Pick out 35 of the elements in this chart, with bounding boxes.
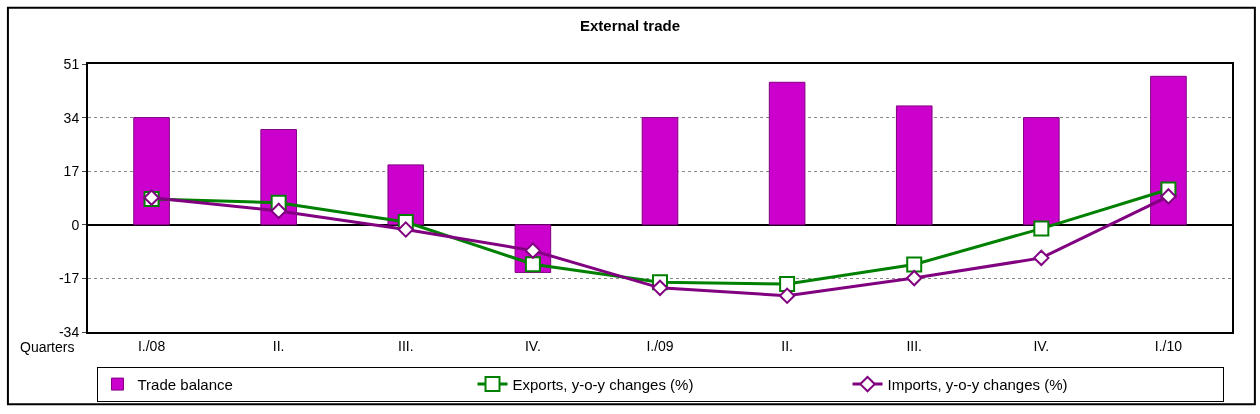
y-tick-label: -34: [58, 323, 80, 340]
chart-title: External trade: [579, 17, 681, 35]
legend-label: Trade balance: [137, 375, 233, 393]
point: [779, 276, 796, 293]
point: [1033, 249, 1050, 267]
x-tick-label: I./09: [646, 337, 674, 354]
x-tick-label: IV.: [1033, 337, 1050, 354]
point: [270, 202, 287, 220]
x-tick-label: IV.: [524, 337, 541, 354]
x-tick-label: II.: [781, 337, 793, 354]
y-tick-label: 0: [71, 216, 80, 233]
x-tick-label: III.: [906, 337, 922, 354]
point: [1160, 188, 1177, 205]
y-tick-label: -17: [58, 270, 80, 287]
x-tick-label: I./10: [1154, 337, 1183, 354]
point: [906, 269, 923, 287]
y-tick-label: 17: [63, 163, 80, 180]
point: [906, 256, 923, 273]
bar: [768, 81, 806, 226]
point: [651, 279, 669, 297]
point: [397, 221, 414, 238]
y-tick-label: 51: [63, 55, 80, 72]
x-tick-label: III.: [398, 337, 414, 354]
legend-label: Imports, y-o-y changes (%): [887, 375, 1068, 393]
point: [1033, 220, 1050, 237]
y-tick-label: 34: [63, 109, 80, 126]
bar: [895, 105, 933, 226]
legend-label: Exports, y-o-y changes (%): [512, 375, 694, 393]
x-tick-label: I./08: [137, 337, 166, 354]
point: [778, 287, 796, 304]
x-axis-title: Quarters: [20, 339, 75, 355]
bar: [641, 117, 679, 226]
point: [524, 256, 541, 273]
x-tick-label: II.: [272, 337, 285, 354]
bar: [1023, 117, 1060, 226]
